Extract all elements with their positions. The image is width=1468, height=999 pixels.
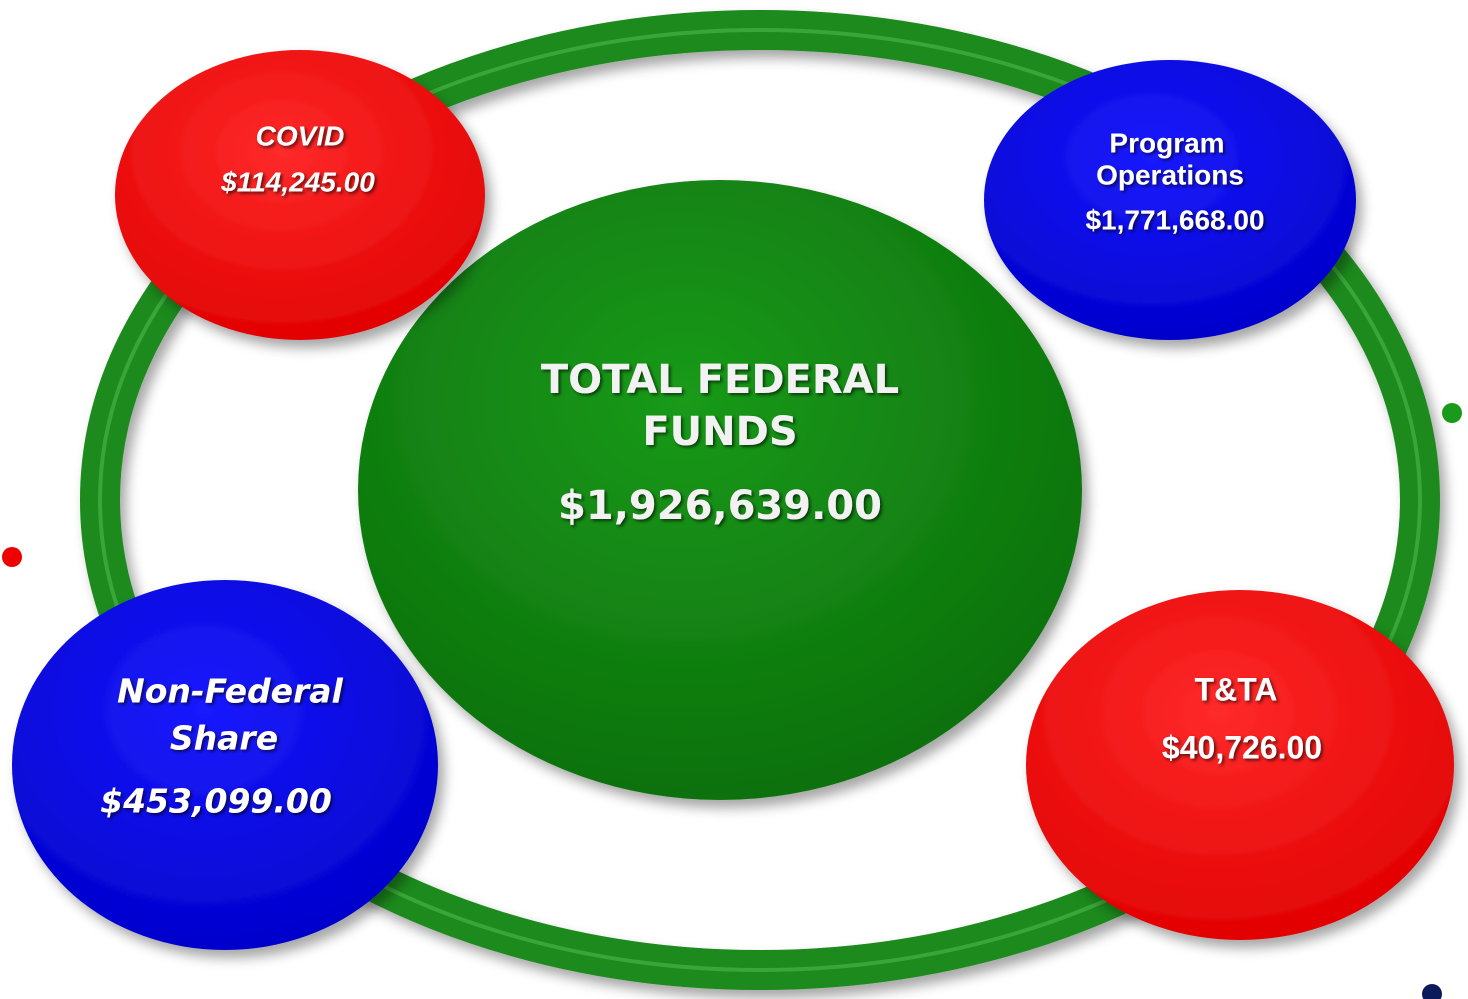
center-label: FUNDS: [642, 409, 797, 455]
dot: [1442, 403, 1462, 423]
ring-highlight: [98, 28, 1422, 972]
node-amount: $114,245.00: [220, 166, 375, 197]
node-amount: $1,771,668.00: [1085, 204, 1264, 235]
node-label: Operations: [1096, 159, 1244, 190]
center-amount: $1,926,639.00: [558, 483, 882, 529]
node-label: T&TA: [1195, 671, 1278, 707]
node-label: COVID: [256, 120, 345, 151]
node-amount: $453,099.00: [100, 782, 332, 821]
node-label: Program: [1109, 127, 1224, 158]
center-circle: [358, 180, 1082, 800]
node-circle: [12, 580, 438, 950]
node-label: Non-Federal: [117, 672, 343, 711]
node-circle: [1026, 590, 1454, 940]
node-circle: [984, 60, 1356, 340]
dot: [2, 547, 22, 567]
node-circle: [115, 50, 485, 340]
dot: [1422, 984, 1442, 999]
center-label: TOTAL FEDERAL: [541, 357, 899, 403]
node-amount: $40,726.00: [1162, 729, 1322, 765]
node-label: Share: [170, 719, 278, 758]
